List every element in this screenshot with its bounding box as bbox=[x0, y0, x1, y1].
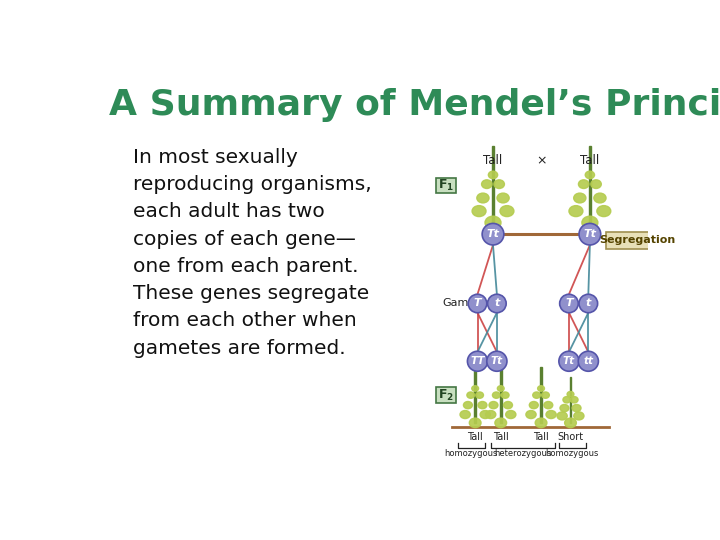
Ellipse shape bbox=[529, 402, 539, 409]
Ellipse shape bbox=[488, 171, 498, 179]
Circle shape bbox=[487, 294, 506, 313]
Text: Short: Short bbox=[557, 432, 584, 442]
Text: Tall: Tall bbox=[534, 432, 549, 442]
Text: T: T bbox=[565, 299, 573, 308]
Ellipse shape bbox=[485, 410, 496, 418]
Ellipse shape bbox=[495, 418, 507, 428]
Ellipse shape bbox=[574, 193, 586, 203]
Ellipse shape bbox=[482, 180, 492, 188]
Circle shape bbox=[579, 224, 600, 245]
Ellipse shape bbox=[497, 193, 509, 203]
Text: Tall: Tall bbox=[483, 154, 503, 167]
Ellipse shape bbox=[564, 418, 577, 428]
Text: homozygous: homozygous bbox=[545, 449, 599, 458]
Text: tt: tt bbox=[583, 356, 593, 366]
Ellipse shape bbox=[485, 216, 501, 229]
Ellipse shape bbox=[476, 392, 483, 399]
Ellipse shape bbox=[469, 418, 481, 428]
Ellipse shape bbox=[591, 180, 601, 188]
Ellipse shape bbox=[472, 386, 479, 391]
Ellipse shape bbox=[477, 193, 489, 203]
Ellipse shape bbox=[541, 392, 549, 399]
Text: heterozygous: heterozygous bbox=[494, 449, 551, 458]
Text: In most sexually
reproducing organisms,
each adult has two
copies of each gene—
: In most sexually reproducing organisms, … bbox=[132, 148, 372, 357]
Ellipse shape bbox=[544, 402, 553, 409]
FancyBboxPatch shape bbox=[436, 178, 456, 193]
Bar bbox=[589, 146, 591, 222]
Circle shape bbox=[559, 294, 578, 313]
Ellipse shape bbox=[594, 193, 606, 203]
Ellipse shape bbox=[464, 402, 472, 409]
Ellipse shape bbox=[597, 206, 611, 217]
Ellipse shape bbox=[533, 392, 541, 399]
Ellipse shape bbox=[492, 392, 500, 399]
Text: Gametes: Gametes bbox=[443, 299, 493, 308]
Text: t: t bbox=[585, 299, 591, 308]
Ellipse shape bbox=[572, 404, 581, 411]
Circle shape bbox=[578, 351, 598, 372]
Text: Tall: Tall bbox=[493, 432, 508, 442]
Text: Tt: Tt bbox=[583, 229, 596, 239]
Bar bbox=[492, 146, 494, 222]
Circle shape bbox=[482, 224, 504, 245]
FancyBboxPatch shape bbox=[606, 232, 669, 249]
Ellipse shape bbox=[467, 392, 474, 399]
Circle shape bbox=[559, 351, 579, 372]
Text: Tt: Tt bbox=[487, 229, 500, 239]
Text: t: t bbox=[494, 299, 500, 308]
Bar bbox=[540, 367, 542, 423]
Text: A Summary of Mendel’s Principles: A Summary of Mendel’s Principles bbox=[109, 88, 720, 122]
Bar bbox=[570, 377, 572, 423]
Ellipse shape bbox=[498, 386, 504, 391]
Ellipse shape bbox=[557, 412, 567, 420]
Text: $\mathbf{F_2}$: $\mathbf{F_2}$ bbox=[438, 388, 454, 403]
Ellipse shape bbox=[578, 180, 589, 188]
Circle shape bbox=[467, 351, 487, 372]
Ellipse shape bbox=[494, 180, 505, 188]
Text: $\mathbf{F_1}$: $\mathbf{F_1}$ bbox=[438, 178, 454, 193]
Ellipse shape bbox=[480, 410, 490, 418]
Ellipse shape bbox=[478, 402, 487, 409]
Ellipse shape bbox=[567, 392, 574, 397]
Ellipse shape bbox=[489, 402, 498, 409]
Ellipse shape bbox=[538, 386, 544, 391]
Ellipse shape bbox=[560, 404, 569, 411]
Ellipse shape bbox=[472, 206, 486, 217]
Text: TT: TT bbox=[470, 356, 485, 366]
FancyBboxPatch shape bbox=[436, 387, 456, 403]
Text: Tt: Tt bbox=[563, 356, 575, 366]
Text: T: T bbox=[474, 299, 481, 308]
Ellipse shape bbox=[505, 410, 516, 418]
Circle shape bbox=[468, 294, 487, 313]
Text: ×: × bbox=[536, 154, 546, 167]
Ellipse shape bbox=[574, 412, 584, 420]
Ellipse shape bbox=[546, 410, 557, 418]
Ellipse shape bbox=[563, 396, 571, 403]
Ellipse shape bbox=[460, 410, 470, 418]
Ellipse shape bbox=[535, 418, 547, 428]
Circle shape bbox=[579, 294, 598, 313]
Text: Tall: Tall bbox=[580, 154, 600, 167]
Ellipse shape bbox=[526, 410, 536, 418]
Text: homozygous: homozygous bbox=[445, 449, 498, 458]
Circle shape bbox=[487, 351, 507, 372]
Ellipse shape bbox=[501, 392, 509, 399]
Text: Tall: Tall bbox=[467, 432, 483, 442]
Text: Tt: Tt bbox=[491, 356, 503, 366]
Ellipse shape bbox=[503, 402, 513, 409]
Ellipse shape bbox=[570, 396, 578, 403]
Bar bbox=[474, 367, 476, 423]
Ellipse shape bbox=[569, 206, 583, 217]
Ellipse shape bbox=[500, 206, 514, 217]
Ellipse shape bbox=[582, 216, 598, 229]
Ellipse shape bbox=[585, 171, 595, 179]
Text: Segregation: Segregation bbox=[599, 235, 675, 245]
Bar bbox=[500, 367, 502, 423]
